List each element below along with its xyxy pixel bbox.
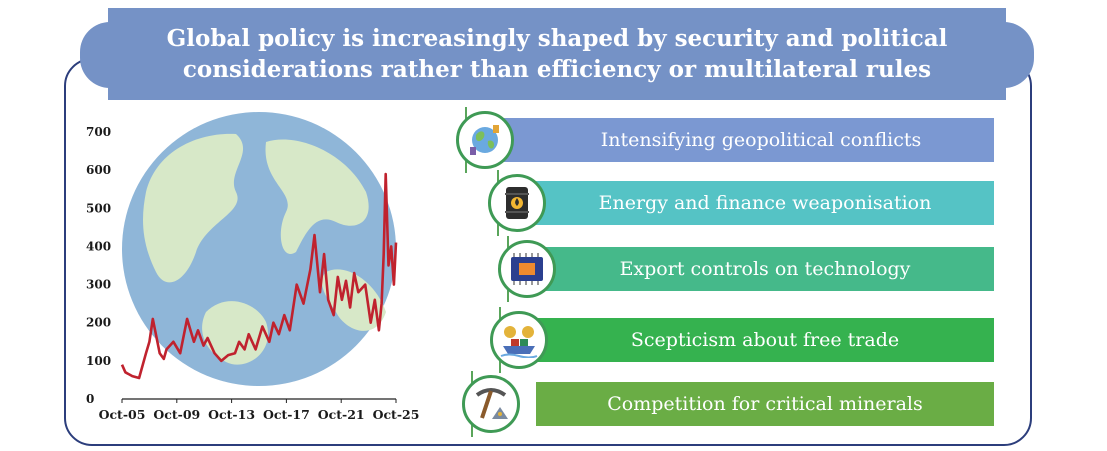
x-tick-label: Oct-05: [99, 407, 146, 422]
globe-land: [143, 133, 244, 283]
policy-item: Intensifying geopolitical conflicts: [498, 118, 994, 162]
banner-title: Global policy is increasingly shaped by …: [166, 25, 948, 83]
policy-item-label: Export controls on technology: [619, 258, 911, 280]
x-tick-label: Oct-21: [318, 407, 365, 422]
y-axis: 0 100 200 300 400 500 600 700: [86, 125, 111, 406]
x-tick-label: Oct-17: [263, 407, 310, 422]
trade-ship-icon: [490, 311, 548, 369]
y-tick-label: 100: [86, 354, 111, 368]
microchip-icon: [498, 240, 556, 298]
x-tick-label: Oct-25: [373, 407, 420, 422]
y-tick-label: 500: [86, 201, 111, 215]
line-chart: 0 100 200 300 400 500 600 700 Oct-05 Oct-09 Oct-1…: [86, 112, 420, 422]
x-tick-label: Oct-13: [208, 407, 255, 422]
x-tick-label: Oct-09: [153, 407, 200, 422]
policy-item: Scepticism about free trade: [536, 318, 994, 362]
globe-background: [122, 112, 396, 386]
oil-barrel-icon: [488, 174, 546, 232]
policy-item-label: Scepticism about free trade: [630, 329, 900, 351]
policy-item-label: Intensifying geopolitical conflicts: [600, 129, 922, 151]
y-tick-label: 200: [86, 316, 111, 330]
banner-body: Global policy is increasingly shaped by …: [108, 8, 1006, 100]
policy-item: Energy and finance weaponisation: [536, 181, 994, 225]
y-tick-label: 600: [86, 163, 111, 177]
y-tick-label: 0: [86, 392, 94, 406]
y-tick-label: 400: [86, 239, 111, 253]
policy-item-label: Energy and finance weaponisation: [598, 192, 932, 214]
policy-item: Export controls on technology: [536, 247, 994, 291]
series-line: [120, 172, 398, 380]
globe-chess-icon: [456, 111, 514, 169]
x-axis: Oct-05 Oct-09 Oct-13 Oct-17 Oct-21 Oct-25: [99, 398, 420, 422]
policy-item: Competition for critical minerals: [536, 382, 994, 426]
policy-item-label: Competition for critical minerals: [607, 393, 923, 415]
y-tick-label: 300: [86, 278, 111, 292]
pickaxe-icon: [462, 375, 520, 433]
globe-land: [202, 301, 268, 365]
title-banner: Global policy is increasingly shaped by …: [80, 8, 1034, 100]
globe-land: [265, 139, 369, 254]
y-tick-label: 700: [86, 125, 111, 139]
